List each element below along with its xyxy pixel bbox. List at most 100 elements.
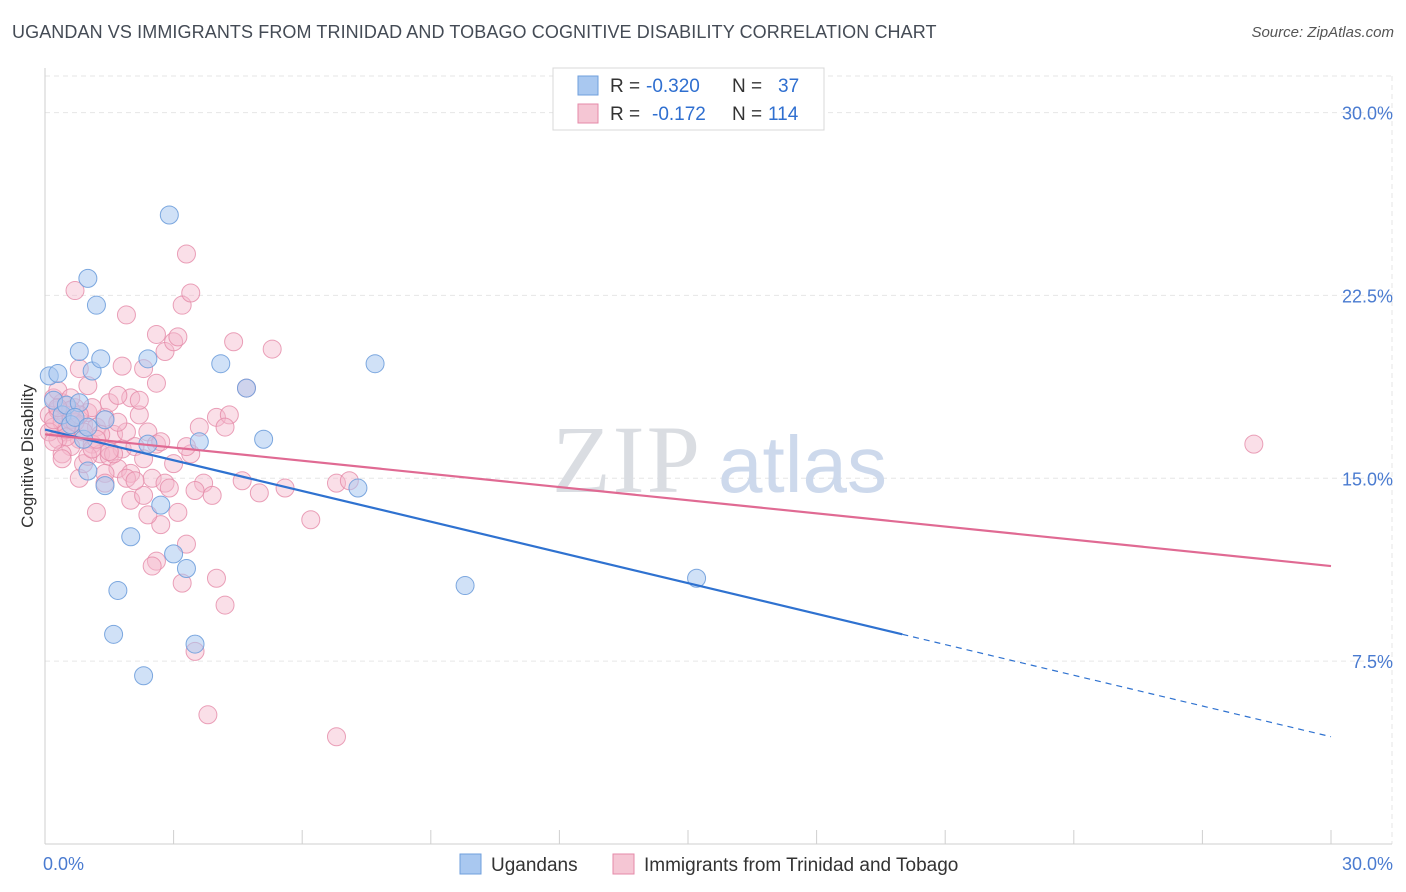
point-ugandans [121,527,141,547]
x-tick-label-min: 0.0% [43,854,84,874]
y-tick-label: 30.0% [1342,104,1393,124]
x-tick-label-max: 30.0% [1342,854,1393,874]
point-ugandans [78,461,98,481]
point-immigrants [138,505,158,525]
point-immigrants [112,356,132,376]
point-ugandans [159,205,179,225]
point-immigrants [86,502,106,522]
point-immigrants [185,480,205,500]
point-immigrants [224,332,244,352]
point-ugandans [104,624,124,644]
point-immigrants [215,595,235,615]
y-tick-label: 22.5% [1342,286,1393,306]
grid-lines [45,75,1393,844]
point-ugandans [455,576,475,596]
y-tick-label: 15.0% [1342,469,1393,489]
point-ugandans [185,634,205,654]
point-ugandans [48,363,68,383]
point-immigrants [129,405,149,425]
point-ugandans [348,478,368,498]
point-ugandans [138,349,158,369]
axes [44,68,1392,845]
watermark-zip: ZIP [552,406,702,513]
legend-bottom-swatch-immigrants [612,853,635,875]
point-immigrants [142,468,162,488]
chart-title: UGANDAN VS IMMIGRANTS FROM TRINIDAD AND … [12,22,937,42]
legend-bottom-ugandans: Ugandans [491,855,578,876]
point-immigrants [215,417,235,437]
point-ugandans [95,410,115,430]
point-immigrants [125,471,145,491]
point-ugandans [164,544,184,564]
point-immigrants [164,454,184,474]
legend-r-value-1: -0.320 [646,76,700,97]
point-ugandans [78,268,98,288]
trend-lines [44,428,1332,738]
point-immigrants [168,502,188,522]
trend-ugandans [44,428,903,636]
legend-top: R = -0.320 N = 37 R = -0.172 N = 114 [552,67,825,131]
point-immigrants [52,449,72,469]
series-ugandans [39,205,707,686]
point-immigrants [301,510,321,530]
point-ugandans [176,558,196,578]
trend-immigrants [44,433,1332,568]
point-ugandans [254,429,274,449]
legend-n-value-1: 37 [778,76,799,97]
point-ugandans [95,476,115,496]
legend-r-label-2: R = [610,104,640,125]
point-immigrants [146,373,166,393]
point-immigrants [206,568,226,588]
point-immigrants [65,281,85,301]
point-ugandans [134,666,154,686]
point-immigrants [121,490,141,510]
point-ugandans [69,342,89,362]
legend-swatch-immigrants [577,103,599,124]
legend-r-label-1: R = [610,76,640,97]
point-immigrants [176,244,196,264]
point-immigrants [116,305,136,325]
point-immigrants [1244,434,1264,454]
y-tick-label: 7.5% [1352,652,1393,672]
point-immigrants [142,556,162,576]
legend-n-value-2: 114 [768,104,799,125]
point-ugandans [211,354,231,374]
point-immigrants [146,324,166,344]
point-immigrants [134,485,154,505]
legend-n-label-1: N = [732,76,762,97]
watermark: ZIP atlas [552,406,887,513]
point-immigrants [198,705,218,725]
source-label: Source: ZipAtlas.com [1251,24,1394,41]
point-ugandans [108,580,128,600]
point-immigrants [262,339,282,359]
legend-swatch-ugandans [577,75,599,96]
y-tick-labels: 7.5% 15.0% 22.5% 30.0% [1342,104,1393,673]
point-immigrants [176,534,196,554]
point-ugandans [78,417,98,437]
point-immigrants [326,727,346,747]
point-immigrants [108,385,128,405]
point-ugandans [365,354,385,374]
point-ugandans [687,568,707,588]
legend-n-label-2: N = [732,104,762,125]
point-ugandans [236,378,256,398]
legend-bottom-immigrants: Immigrants from Trinidad and Tobago [644,855,958,876]
legend-r-value-2: -0.172 [652,104,706,125]
point-immigrants [249,483,269,503]
x-tick-labels: 0.0% 30.0% [43,854,1393,874]
point-immigrants [202,485,222,505]
point-immigrants [159,478,179,498]
point-immigrants [181,283,201,303]
point-immigrants [44,432,64,452]
watermark-atlas: atlas [718,420,887,509]
point-ugandans [189,432,209,452]
point-ugandans [86,295,106,315]
point-immigrants [168,327,188,347]
point-ugandans [151,495,171,515]
legend-bottom: Ugandans Immigrants from Trinidad and To… [459,853,958,876]
trend-ugandans-extension [902,633,1332,738]
point-immigrants [219,405,239,425]
point-ugandans [91,349,111,369]
y-axis-label: Cognitive Disability [18,384,37,528]
point-immigrants [129,390,149,410]
